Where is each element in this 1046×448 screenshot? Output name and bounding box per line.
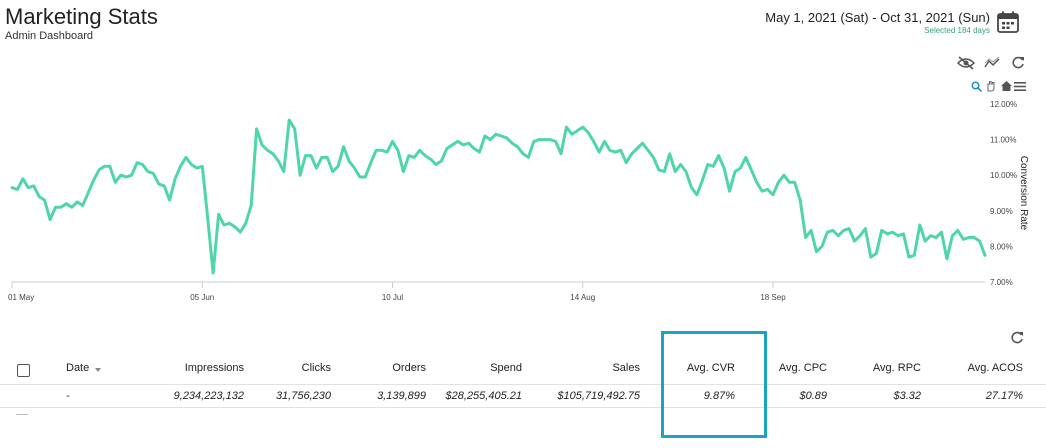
col-header-avg-rpc[interactable]: Avg. RPC	[872, 362, 921, 374]
col-header-sales[interactable]: Sales	[612, 362, 640, 374]
table-header: Date Impressions Clicks Orders Spend Sal…	[0, 356, 1046, 385]
row-divider-dash	[16, 414, 28, 415]
sort-caret-icon[interactable]	[95, 368, 101, 372]
page-title: Marketing Stats	[5, 4, 158, 29]
table-row: - 9,234,223,132 31,756,230 3,139,899 $28…	[0, 385, 1046, 408]
select-all-checkbox[interactable]	[17, 364, 30, 377]
cell-avg-acos: 27.17%	[985, 390, 1023, 402]
home-icon[interactable]	[1001, 81, 1012, 91]
col-header-avg-acos[interactable]: Avg. ACOS	[967, 362, 1023, 374]
table-refresh-icon[interactable]	[1010, 331, 1024, 345]
cell-orders: 3,139,899	[377, 390, 426, 402]
y-tick-label: 12.00%	[990, 100, 1017, 109]
col-header-avg-cvr[interactable]: Avg. CVR	[686, 362, 735, 374]
cell-avg-rpc: $3.32	[893, 390, 921, 402]
col-header-clicks[interactable]: Clicks	[301, 362, 331, 374]
x-tick-label: 05 Jun	[190, 293, 214, 302]
selected-days-label: Selected 184 days	[924, 26, 990, 35]
cell-avg-cvr: 9.87%	[703, 390, 735, 402]
col-header-spend[interactable]: Spend	[490, 362, 522, 374]
col-header-impressions[interactable]: Impressions	[184, 362, 244, 374]
menu-icon[interactable]	[1014, 82, 1026, 91]
zoom-icon[interactable]	[971, 81, 982, 92]
y-tick-label: 11.00%	[990, 136, 1017, 145]
col-header-orders[interactable]: Orders	[392, 362, 426, 374]
y-axis-label: Conversion Rate	[1018, 156, 1029, 231]
refresh-icon[interactable]	[1011, 56, 1025, 70]
x-tick-label: 01 May	[8, 293, 34, 302]
pan-icon[interactable]	[985, 80, 996, 92]
y-tick-label: 10.00%	[990, 171, 1017, 180]
col-header-avg-cpc[interactable]: Avg. CPC	[778, 362, 827, 374]
calendar-icon[interactable]	[996, 10, 1020, 34]
page-subtitle: Admin Dashboard	[5, 30, 94, 42]
cell-sales: $105,719,492.75	[557, 390, 640, 402]
cell-clicks: 31,756,230	[275, 390, 331, 402]
cell-date: -	[66, 390, 70, 402]
y-tick-label: 8.00%	[990, 242, 1013, 251]
conversion-rate-chart: 12.00% 11.00% 10.00% 9.00% 8.00% 7.00% Convers…	[8, 100, 1029, 302]
eye-off-icon[interactable]	[957, 56, 975, 70]
y-tick-label: 7.00%	[990, 278, 1013, 287]
x-tick-label: 18 Sep	[760, 293, 786, 302]
col-header-date[interactable]: Date	[66, 362, 90, 374]
trend-icon[interactable]	[984, 57, 1000, 69]
series-line-conversion-rate	[10, 118, 987, 275]
y-tick-label: 9.00%	[990, 207, 1013, 216]
x-tick-label: 10 Jul	[382, 293, 404, 302]
x-tick-label: 14 Aug	[570, 293, 595, 302]
cell-spend: $28,255,405.21	[445, 390, 522, 402]
cell-avg-cpc: $0.89	[799, 390, 827, 402]
date-range-label[interactable]: May 1, 2021 (Sat) - Oct 31, 2021 (Sun)	[765, 10, 990, 25]
cell-impressions: 9,234,223,132	[173, 390, 244, 402]
